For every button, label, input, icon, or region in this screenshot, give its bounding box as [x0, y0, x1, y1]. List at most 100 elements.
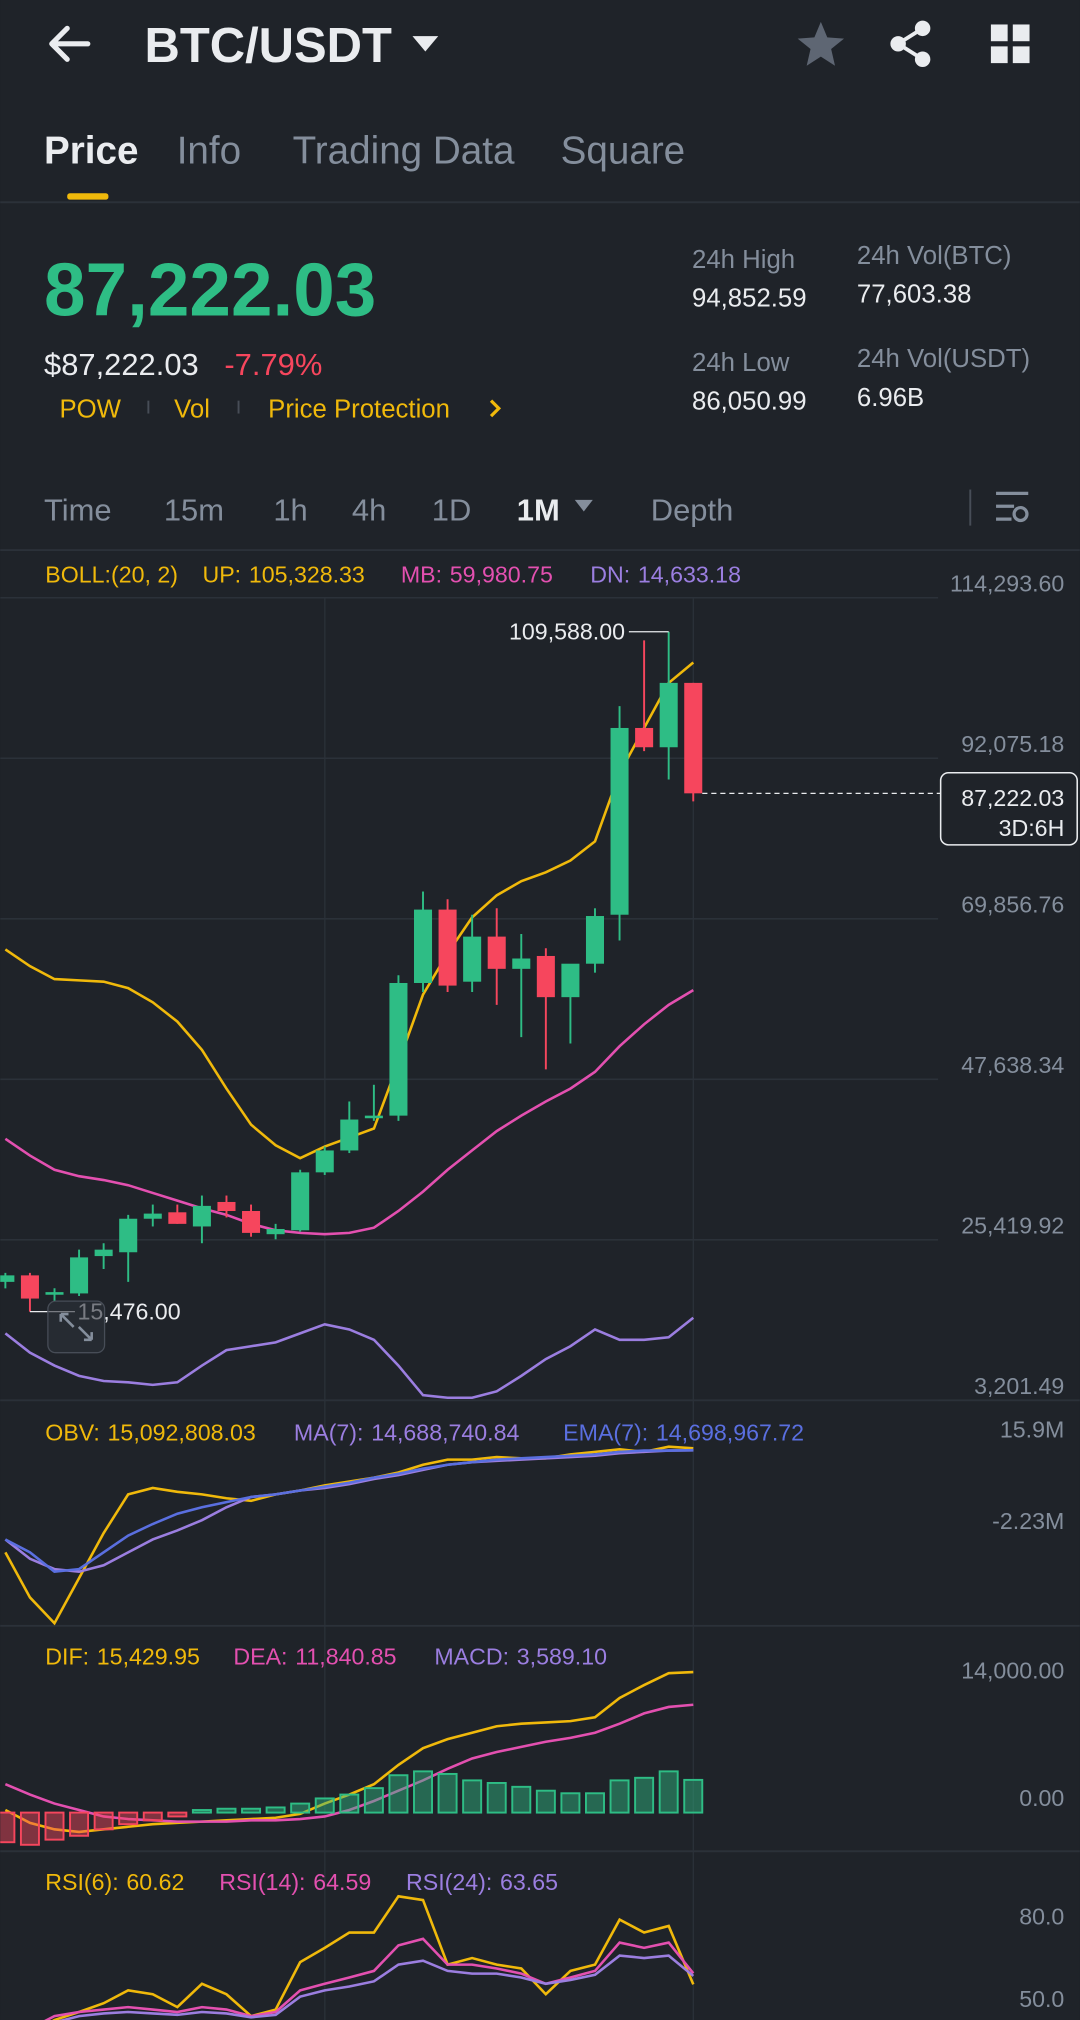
interval[interactable]: 1h [273, 492, 307, 527]
interval[interactable]: Depth [651, 492, 733, 527]
stat-value: 6.96B [857, 384, 924, 412]
legend-entry: DIF: 15,429.95 [45, 1643, 200, 1669]
ticker-link[interactable]: POW [59, 395, 121, 423]
histogram-bar [118, 1811, 139, 1826]
legend-value: 15,092,808.03 [108, 1419, 256, 1445]
high-label: 109,588.00 [509, 618, 625, 644]
pair-title[interactable]: BTC/USDT [145, 19, 392, 73]
histogram-bar [241, 1807, 262, 1814]
legend-entry: MB: 59,980.75 [401, 561, 553, 587]
legend-name: RSI(24): [406, 1869, 492, 1895]
last-price: 87,222.03 [44, 248, 376, 332]
interval[interactable]: 4h [352, 492, 386, 527]
candle-body [315, 1150, 334, 1173]
candle-body [192, 1205, 211, 1227]
pair-dropdown[interactable] [412, 36, 439, 52]
candle-body [168, 1212, 187, 1224]
histogram-bar [584, 1792, 605, 1814]
tab[interactable]: Trading Data [293, 130, 515, 173]
ticker-link[interactable]: Vol [174, 395, 210, 423]
y-tick-label: 114,293.60 [950, 570, 1064, 596]
share-icon[interactable] [890, 20, 931, 67]
stat-label: 24h High [692, 246, 795, 274]
y-tick-label: 69,856.76 [961, 891, 1064, 917]
chart-settings-icon[interactable] [996, 491, 1029, 523]
y-tick-label: 15.9M [1000, 1417, 1064, 1443]
legend-entry: OBV: 15,092,808.03 [45, 1419, 255, 1445]
candle-body [512, 958, 531, 969]
countdown: 3D:6H [999, 815, 1065, 841]
interval[interactable]: Time [44, 492, 112, 527]
interval[interactable]: 1M [517, 492, 560, 527]
candle-body [585, 916, 605, 964]
ticker-link[interactable]: Price Protection [268, 395, 450, 423]
legend-name: UP: [202, 561, 241, 587]
current-price-label: 87,222.03 [961, 785, 1064, 811]
y-tick-label: 92,075.18 [961, 731, 1064, 757]
candle-body [143, 1213, 162, 1219]
legend-name: MB: [401, 561, 442, 587]
stat-label: 24h Vol(USDT) [857, 345, 1030, 373]
candle-body [364, 1115, 383, 1119]
candle-body [70, 1257, 89, 1294]
candle-body [291, 1172, 310, 1231]
chevron[interactable] [489, 399, 502, 418]
legend-name: EMA(7): [563, 1419, 648, 1445]
share-lines [894, 26, 924, 61]
tab[interactable]: Square [561, 130, 686, 173]
candle-body [20, 1275, 39, 1299]
candle-body [119, 1218, 138, 1253]
candle-body [610, 727, 629, 915]
y-tick-label: 0.00 [1019, 1785, 1064, 1811]
main-chart [0, 596, 939, 1401]
histogram-bar [658, 1770, 679, 1814]
legend-entry: RSI(24): 63.65 [406, 1869, 558, 1895]
candle-body [536, 955, 555, 998]
indicator-line [58, 1954, 695, 2020]
histogram-bar [363, 1787, 384, 1814]
histogram-bar [142, 1811, 163, 1822]
legend-value: 14,633.18 [638, 561, 741, 587]
interval-dropdown[interactable] [574, 499, 593, 512]
grid-cell [1012, 46, 1030, 64]
legend-value: 3,589.10 [517, 1643, 607, 1669]
candle-body [389, 982, 408, 1116]
indicator-line [4, 1448, 694, 1574]
tab-indicator [67, 193, 109, 200]
grid-cell [1012, 24, 1030, 42]
rsi-chart [44, 1894, 695, 2020]
stat-value: 77,603.38 [857, 281, 972, 309]
interval[interactable]: 15m [164, 492, 224, 527]
legend-value: 15,429.95 [97, 1643, 200, 1669]
stat-value: 94,852.59 [692, 285, 807, 313]
histogram-bar [634, 1776, 655, 1814]
stat-value: 86,050.99 [692, 388, 807, 416]
histogram-bar [191, 1809, 212, 1814]
grid-icon[interactable] [990, 24, 1030, 64]
y-tick-label: 25,419.92 [961, 1212, 1064, 1238]
candle-body [45, 1292, 64, 1295]
indicator-line [44, 1937, 695, 2020]
tab[interactable]: Info [177, 130, 241, 173]
grid-cell [990, 46, 1008, 64]
histogram-bar [93, 1811, 114, 1831]
legend-entry: DN: 14,633.18 [590, 561, 741, 587]
legend-value: 59,980.75 [450, 561, 553, 587]
back-button[interactable] [49, 25, 91, 62]
tab[interactable]: Price [44, 130, 139, 173]
current-price-box [939, 771, 1078, 846]
histogram-bar [437, 1772, 458, 1814]
indicator-label: BOLL:(20, 2) [45, 561, 178, 587]
histogram-bar [535, 1789, 556, 1814]
favorite-icon[interactable] [797, 21, 845, 66]
histogram-bar [265, 1806, 286, 1814]
overlay: Price Info Trading Data Square POW Vol Price P… [29, 130, 1078, 2012]
y-tick-label: 3,201.49 [974, 1373, 1064, 1399]
legend-entry: EMA(7): 14,698,967.72 [563, 1419, 804, 1445]
histogram-bar [609, 1779, 630, 1814]
indicator-line [52, 1894, 695, 2020]
expand-button[interactable] [47, 1300, 106, 1354]
interval[interactable]: 1D [432, 492, 472, 527]
price-change: -7.79% [224, 347, 322, 382]
